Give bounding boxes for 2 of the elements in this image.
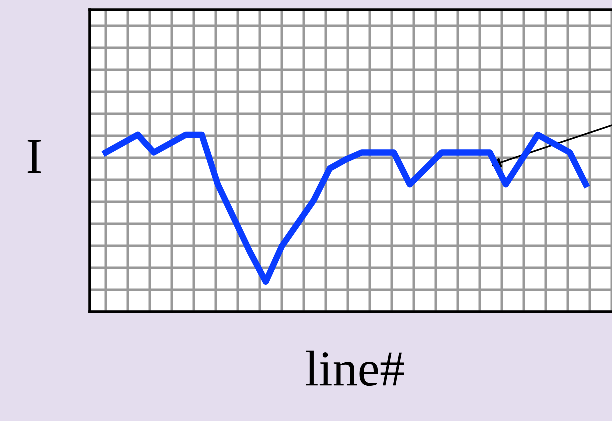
x-axis-title: line# [306,350,404,386]
y-axis-title: I [28,140,42,174]
